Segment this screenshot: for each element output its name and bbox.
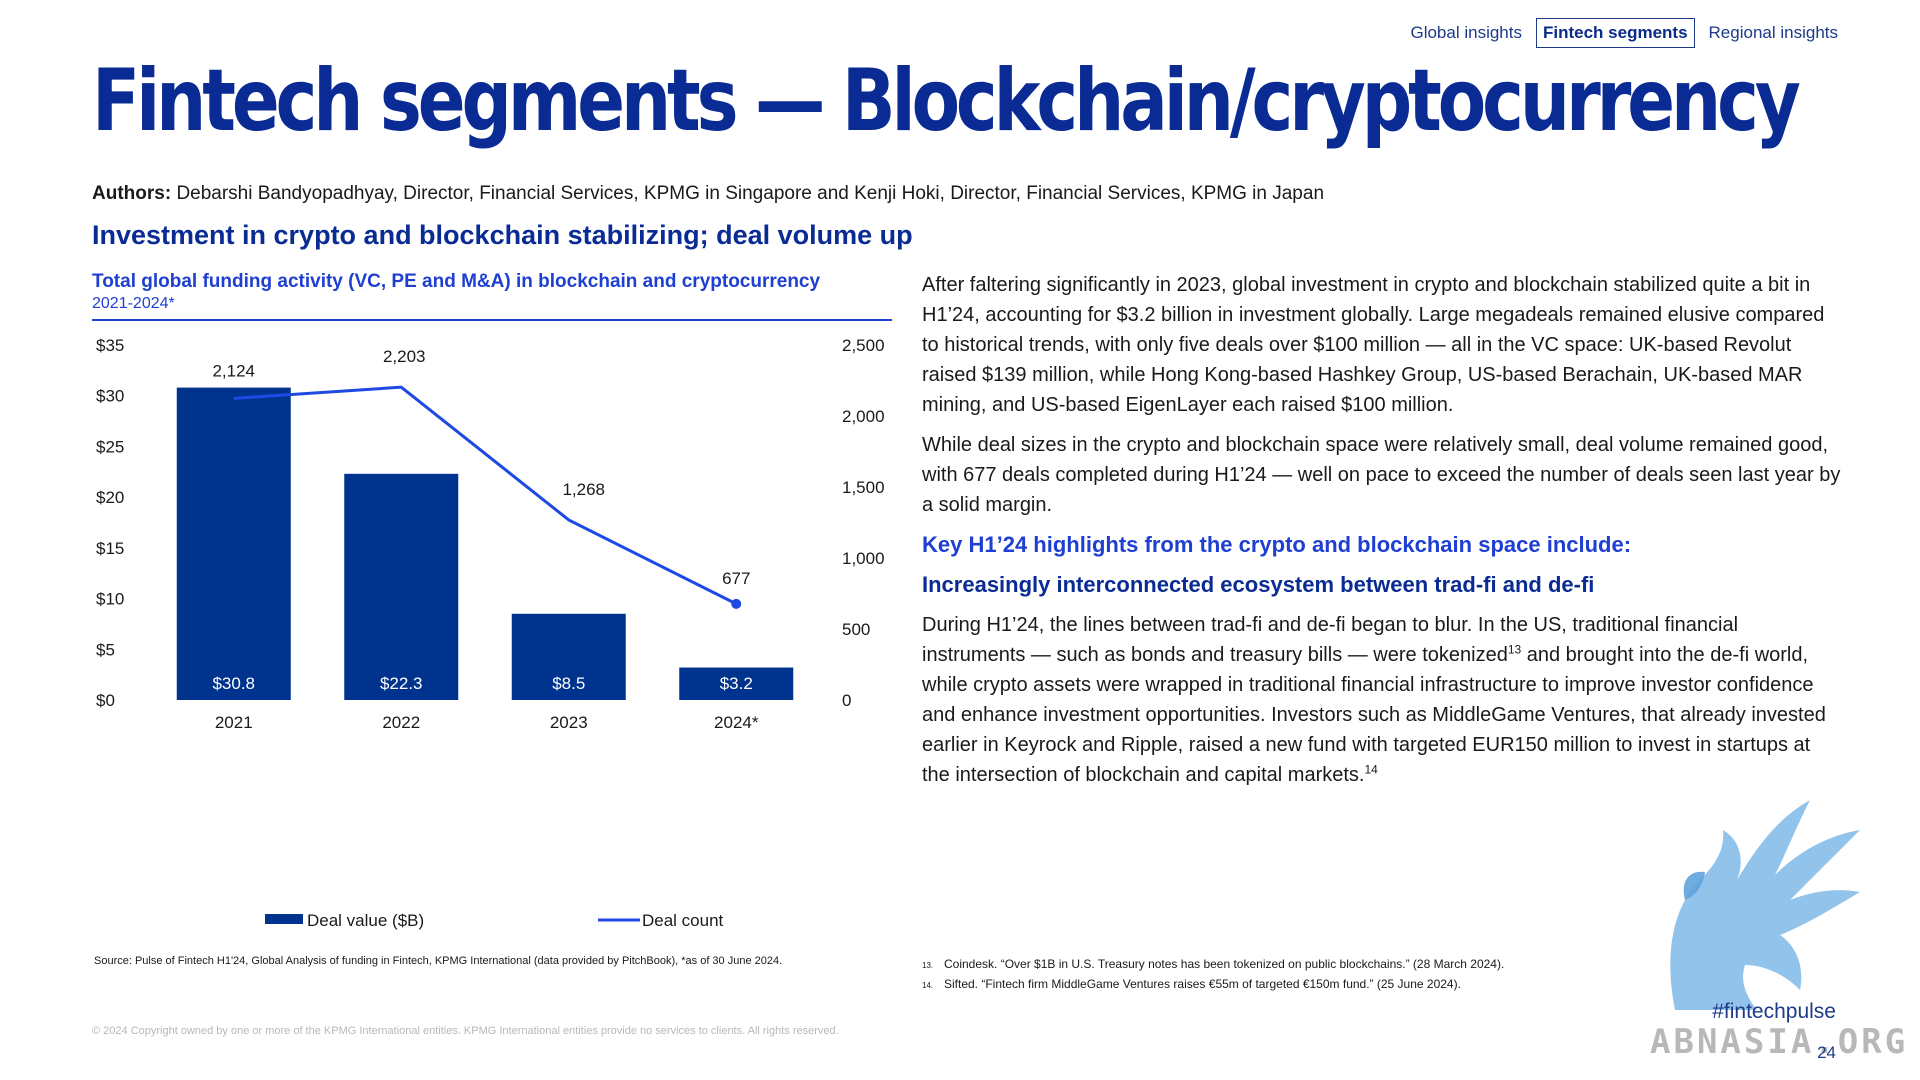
footnotes: 13. Coindesk. “Over $1B in U.S. Treasury … <box>922 955 1504 995</box>
legend-label-deal-count: Deal count <box>642 911 724 930</box>
funding-chart: $0 $5 $10 $15 $20 $25 $30 $35 0 500 1,000 1,500 2,00… <box>96 336 885 930</box>
page-number: 24 <box>1817 1043 1836 1062</box>
y-left-tick-label: $5 <box>96 640 115 659</box>
y-right-tick-label: 2,000 <box>842 407 885 426</box>
y-right-tick-label: 1,000 <box>842 549 885 568</box>
body-paragraph-3: During H1’24, the lines between trad-fi … <box>922 610 1842 790</box>
highlights-heading: Key H1’24 highlights from the crypto and… <box>922 532 1632 557</box>
chart-subtitle: 2021-2024* <box>92 295 175 312</box>
bar-value-label: $3.2 <box>720 674 753 693</box>
bar-deal-value <box>176 387 291 700</box>
line-value-label: 1,268 <box>562 480 605 499</box>
nav-regional-insights[interactable]: Regional insights <box>1708 23 1838 42</box>
body-paragraph-1: After faltering significantly in 2023, g… <box>922 274 1825 416</box>
body-paragraph-3-part-2: and brought into the de-fi world, while … <box>922 644 1826 786</box>
body-paragraph-2: While deal sizes in the crypto and block… <box>922 434 1841 516</box>
section-subheading: Investment in crypto and blockchain stab… <box>92 220 913 250</box>
y-left-tick-label: $15 <box>96 539 124 558</box>
footnote-text: Sifted. “Fintech firm MiddleGame Venture… <box>944 977 1461 991</box>
bar-deal-value <box>679 667 794 700</box>
authors-line: Authors: Debarshi Bandyopadhyay, Directo… <box>92 183 1324 205</box>
x-tick-label: 2023 <box>550 713 588 732</box>
bar-value-label: $8.5 <box>552 674 585 693</box>
footnote-number: 14. <box>922 981 934 990</box>
x-tick-label: 2022 <box>382 713 420 732</box>
bar-deal-value <box>511 613 626 700</box>
y-left-tick-label: $30 <box>96 387 124 406</box>
authors-label: Authors: <box>92 183 172 204</box>
y-right-tick-label: 1,500 <box>842 478 885 497</box>
hashtag: #fintechpulse <box>1712 1000 1836 1023</box>
body-text: After faltering significantly in 2023, g… <box>922 270 1842 800</box>
line-value-label: 2,203 <box>383 347 426 366</box>
line-end-point <box>731 598 742 609</box>
legend-label-deal-value: Deal value ($B) <box>307 911 424 930</box>
x-tick-label: 2024* <box>714 713 759 732</box>
nav-fintech-segments[interactable]: Fintech segments <box>1535 18 1695 48</box>
y-left-tick-label: $35 <box>96 336 124 355</box>
chart-title: Total global funding activity (VC, PE an… <box>92 271 821 292</box>
footnote-ref-13[interactable]: 13 <box>1507 642 1522 657</box>
footnote-text: Coindesk. “Over $1B in U.S. Treasury not… <box>944 957 1505 971</box>
footnote-number: 13. <box>922 961 934 970</box>
line-value-label: 677 <box>722 569 750 588</box>
watermark-bird-icon <box>1670 800 1860 1010</box>
y-right-tick-label: 0 <box>842 691 851 710</box>
y-left-tick-label: $0 <box>96 691 115 710</box>
y-right-tick-label: 500 <box>842 620 870 639</box>
bar-deal-value <box>344 473 459 700</box>
y-left-tick-label: $10 <box>96 590 124 609</box>
footnote-14: 14. Sifted. “Fintech firm MiddleGame Vent… <box>922 975 1504 995</box>
bar-value-label: $22.3 <box>380 674 423 693</box>
authors-text: Debarshi Bandyopadhyay, Director, Financ… <box>176 183 1325 204</box>
footnote-13: 13. Coindesk. “Over $1B in U.S. Treasury … <box>922 955 1504 975</box>
watermark-text: ABNASIA.ORG <box>1650 1022 1909 1062</box>
body-paragraph-3-part-1: During H1’24, the lines between trad-fi … <box>922 614 1739 666</box>
copyright-notice: © 2024 Copyright owned by one or more of… <box>92 1025 839 1037</box>
y-right-tick-label: 2,500 <box>842 336 885 355</box>
y-left-tick-label: $25 <box>96 437 124 456</box>
line-value-label: 2,124 <box>212 361 255 380</box>
footnote-ref-14[interactable]: 14 <box>1364 762 1378 777</box>
legend-swatch-deal-value <box>265 914 303 924</box>
chart-source: Source: Pulse of Fintech H1'24, Global A… <box>94 955 783 967</box>
x-tick-label: 2021 <box>215 713 253 732</box>
y-left-tick-label: $20 <box>96 488 124 507</box>
highlight-subheading: Increasingly interconnected ecosystem be… <box>922 572 1595 597</box>
page-title: Fintech segments — Blockchain/cryptocurr… <box>92 51 1801 151</box>
section-nav: Global insights Fintech segments Regiona… <box>1404 18 1844 48</box>
nav-global-insights[interactable]: Global insights <box>1410 23 1522 42</box>
line-deal-count <box>233 385 737 606</box>
chart-title-rule <box>92 319 892 321</box>
bar-value-label: $30.8 <box>212 674 255 693</box>
